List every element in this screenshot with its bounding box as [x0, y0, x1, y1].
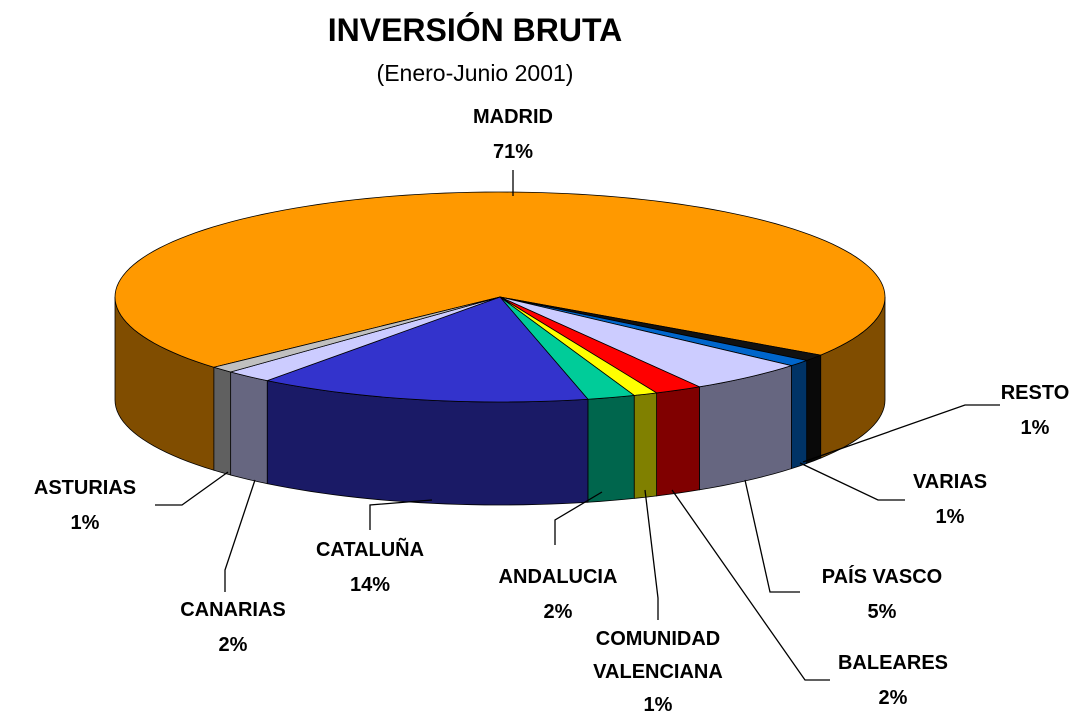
category-label: ASTURIAS: [33, 477, 137, 499]
value-label: 71%: [492, 141, 534, 163]
category-label: CATALUÑA: [315, 539, 425, 561]
slice-side: [791, 359, 808, 470]
value-label: 1%: [643, 694, 673, 716]
slice-side: [587, 394, 635, 503]
leader-line: [671, 489, 830, 681]
category-label: PAÍS VASCO: [821, 566, 943, 588]
slice-label: RESTO 1%: [1001, 376, 1070, 446]
category-label: RESTO: [1000, 382, 1070, 404]
slice-side: [633, 392, 657, 499]
slice-label: CATALUÑA 14%: [316, 533, 424, 603]
chart-title: INVERSIÓN BRUTA: [327, 12, 623, 48]
slice-side: [656, 386, 700, 497]
value-label: 1%: [1020, 417, 1050, 439]
slice-side: [230, 371, 268, 485]
category-label: MADRID: [473, 106, 553, 128]
leader-lines: [155, 170, 1000, 681]
leader-line: [155, 471, 229, 506]
value-label: 2%: [218, 634, 248, 656]
value-label: 14%: [349, 574, 391, 596]
slice-side: [213, 366, 232, 476]
category-label: BALEARES: [837, 652, 949, 674]
slice-label: MADRID 71%: [473, 100, 553, 170]
category-label: COMUNIDAD VALENCIANA: [593, 628, 723, 683]
slice-label: BALEARES 2%: [838, 646, 948, 716]
leader-line: [799, 462, 905, 501]
value-label: 1%: [935, 506, 965, 528]
value-label: 2%: [543, 601, 573, 623]
value-label: 2%: [878, 687, 908, 709]
category-label: ANDALUCIA: [498, 566, 618, 588]
slice-side: [806, 354, 822, 465]
category-label: VARIAS: [912, 471, 988, 493]
slice-label: PAÍS VASCO 5%: [822, 560, 942, 630]
chart-subtitle: (Enero-Junio 2001): [376, 60, 574, 86]
slice: [212, 296, 501, 373]
leader-line: [224, 479, 256, 592]
slice-label: ASTURIAS 1%: [34, 471, 136, 541]
leader-line: [644, 489, 659, 620]
category-label: CANARIAS: [180, 599, 286, 621]
leader-line: [802, 404, 1000, 463]
slice: [265, 296, 589, 403]
slice-label: COMUNIDAD VALENCIANA 1%: [568, 623, 748, 720]
slice: [499, 296, 793, 388]
slice: [114, 191, 886, 368]
leader-line: [744, 479, 800, 593]
slice-label: CANARIAS 2%: [180, 593, 286, 663]
value-label: 5%: [867, 601, 897, 623]
slice-label: ANDALUCIA 2%: [499, 560, 618, 630]
leader-line: [369, 499, 433, 530]
value-label: 1%: [70, 512, 100, 534]
slice-label: VARIAS 1%: [913, 465, 987, 535]
leader-line: [554, 491, 603, 545]
